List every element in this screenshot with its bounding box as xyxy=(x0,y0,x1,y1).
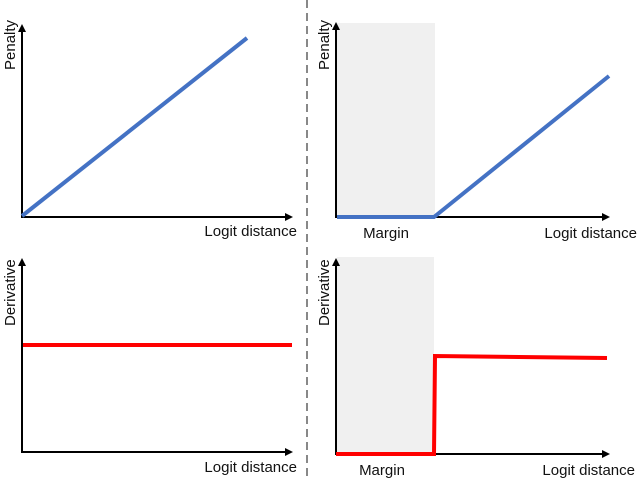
x-axis-label: Logit distance xyxy=(544,225,637,242)
y-axis-label: Derivative xyxy=(2,259,19,326)
panel-bottom-right: Derivative Margin Logit distance xyxy=(316,257,635,479)
y-axis-label: Penalty xyxy=(2,19,19,70)
margin-region xyxy=(337,257,434,454)
x-axis-label: Logit distance xyxy=(204,223,297,240)
y-axis-label: Penalty xyxy=(316,19,333,70)
derivative-line xyxy=(336,353,608,456)
x-axis-label: Logit distance xyxy=(204,459,297,476)
penalty-line xyxy=(20,36,249,218)
margin-region xyxy=(337,23,435,217)
panel-top-left: Penalty Logit distance xyxy=(2,19,297,240)
margin-label: Margin xyxy=(363,225,409,242)
penalty-line xyxy=(337,74,611,219)
y-axis-label: Derivative xyxy=(316,259,333,326)
x-axis-label: Logit distance xyxy=(542,462,635,479)
panel-bottom-left: Derivative Logit distance xyxy=(2,258,297,476)
margin-label: Margin xyxy=(359,462,405,479)
panel-top-right: Penalty Margin Logit distance xyxy=(316,19,637,242)
